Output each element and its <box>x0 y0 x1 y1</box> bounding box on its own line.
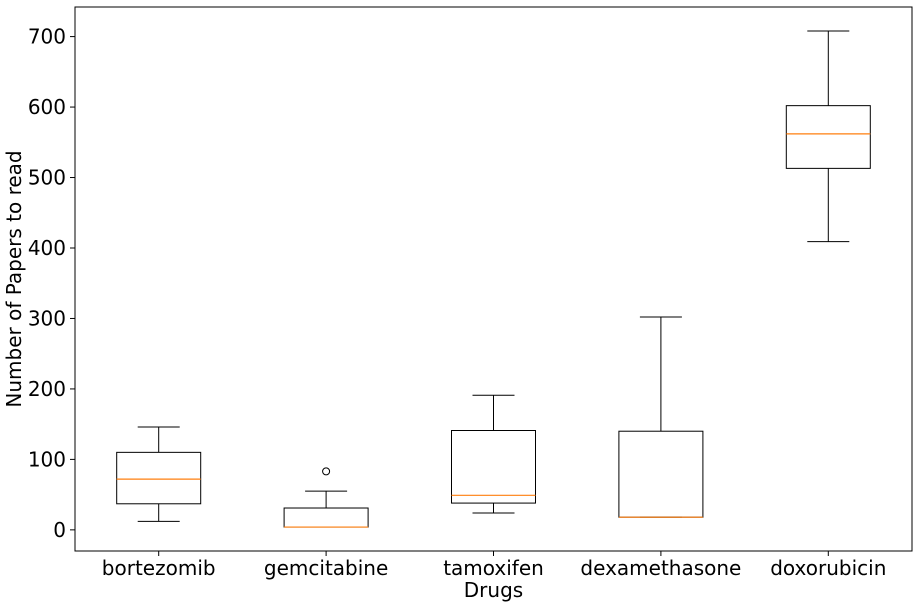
y-tick-label: 300 <box>28 306 66 330</box>
iqr-box <box>618 430 704 518</box>
y-tick-label: 100 <box>28 447 66 471</box>
x-tick-label-bortezomib: bortezomib <box>102 556 216 580</box>
x-tick-label-doxorubicin: doxorubicin <box>770 556 886 580</box>
box-gemcitabine <box>283 467 369 528</box>
x-axis-ticks: bortezomib gemcitabine tamoxifen dexamethas… <box>102 551 886 580</box>
box-doxorubicin <box>785 30 871 243</box>
y-axis-label: Number of Papers to read <box>2 150 26 407</box>
y-tick-label: 700 <box>28 25 66 49</box>
iqr-box <box>283 507 369 528</box>
iqr-box <box>451 430 536 504</box>
y-tick-label: 400 <box>28 236 66 260</box>
iqr-box <box>116 451 202 505</box>
iqr-box <box>785 105 871 169</box>
y-tick-label: 200 <box>28 377 66 401</box>
x-tick-label-dexamethasone: dexamethasone <box>580 556 741 580</box>
x-tick-label-gemcitabine: gemcitabine <box>264 556 388 580</box>
x-tick-label-tamoxifen: tamoxifen <box>443 556 544 580</box>
outlier-point <box>322 467 331 476</box>
y-tick-label: 600 <box>28 95 66 119</box>
box-tamoxifen <box>451 394 536 514</box>
plot-area <box>116 30 871 528</box>
box-bortezomib <box>116 426 202 522</box>
box-dexamethasone <box>618 316 704 518</box>
axes-frame <box>74 6 913 552</box>
x-axis-label: Drugs <box>464 578 523 602</box>
y-tick-label: 0 <box>53 518 66 542</box>
y-tick-label: 500 <box>28 166 66 190</box>
y-axis-ticks: 0 100 200 300 400 500 600 700 <box>28 25 75 542</box>
